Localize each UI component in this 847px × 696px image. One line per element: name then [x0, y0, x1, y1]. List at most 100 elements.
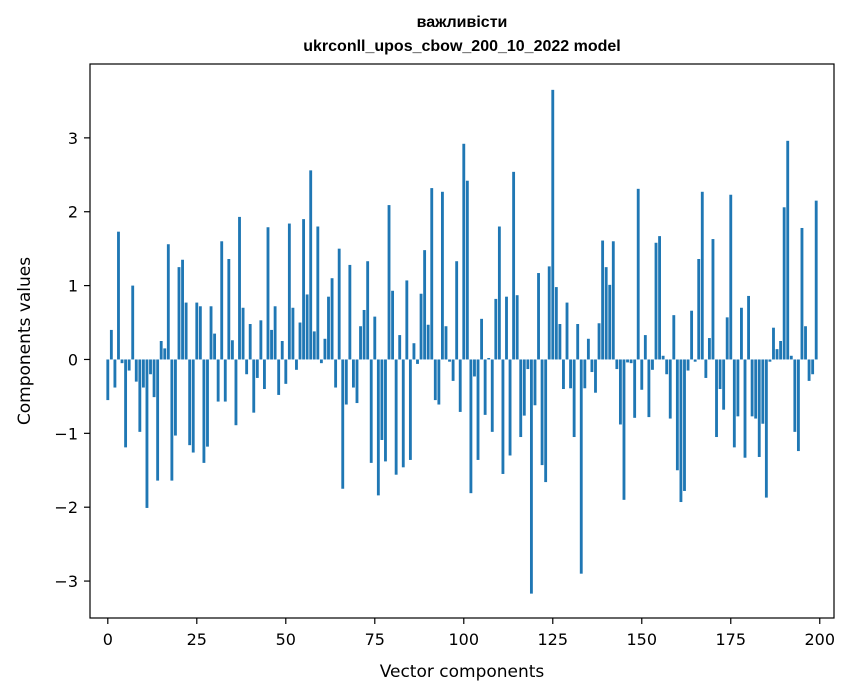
bar-43 — [259, 320, 263, 360]
bar-170 — [711, 239, 715, 360]
bar-19 — [174, 359, 177, 436]
bar-32 — [220, 241, 224, 360]
bar-89 — [423, 250, 427, 360]
bar-42 — [255, 359, 259, 378]
bar-125 — [551, 89, 555, 360]
bar-149 — [636, 188, 640, 360]
y-tick-label-1: 1 — [68, 277, 78, 296]
bar-34 — [227, 259, 231, 360]
bar-35 — [230, 340, 234, 360]
bar-18 — [170, 359, 174, 481]
bar-144 — [618, 359, 622, 425]
bar-106 — [483, 359, 487, 415]
bar-55 — [302, 219, 306, 360]
bar-33 — [223, 359, 227, 402]
bar-178 — [740, 307, 743, 360]
bar-8 — [134, 359, 138, 382]
bar-133 — [579, 359, 583, 574]
bar-185 — [764, 359, 768, 498]
bar-189 — [779, 341, 783, 360]
bar-99 — [458, 359, 462, 412]
bar-57 — [309, 170, 313, 360]
bar-92 — [433, 359, 437, 401]
bar-24 — [191, 359, 195, 453]
bar-154 — [654, 242, 658, 360]
bar-75 — [373, 316, 377, 360]
bar-184 — [761, 359, 765, 424]
bar-141 — [608, 284, 612, 360]
bar-31 — [216, 359, 220, 402]
chart-subtitle: ukrconll_upos_cbow_200_10_2022 model — [303, 38, 620, 55]
bar-176 — [732, 359, 736, 448]
bar-192 — [789, 355, 793, 360]
bar-90 — [426, 324, 430, 360]
bar-50 — [284, 359, 288, 384]
bar-124 — [547, 266, 551, 360]
bar-21 — [181, 259, 184, 360]
bar-157 — [665, 359, 669, 375]
bar-94 — [441, 191, 444, 360]
bar-58 — [312, 331, 316, 360]
bar-65 — [337, 248, 341, 360]
bar-116 — [519, 359, 523, 438]
bar-129 — [565, 302, 569, 360]
bar-53 — [295, 359, 298, 370]
bar-132 — [576, 324, 580, 360]
bar-97 — [451, 359, 455, 381]
bar-175 — [729, 194, 733, 360]
bar-105 — [480, 318, 484, 360]
bar-49 — [280, 341, 284, 360]
bar-145 — [622, 359, 626, 500]
bar-51 — [287, 223, 291, 360]
bar-171 — [715, 359, 718, 438]
bar-199 — [814, 200, 818, 360]
bar-148 — [633, 359, 637, 418]
bar-73 — [366, 261, 370, 360]
bar-119 — [529, 359, 533, 594]
bar-17 — [166, 244, 170, 360]
bar-40 — [248, 324, 252, 360]
bar-91 — [430, 188, 434, 360]
bar-126 — [554, 287, 558, 360]
bar-69 — [352, 359, 355, 388]
bar-63 — [330, 278, 334, 360]
x-tick-label-50: 50 — [276, 630, 296, 649]
bar-158 — [668, 359, 672, 419]
bar-46 — [270, 329, 273, 360]
bar-10 — [141, 359, 145, 388]
bar-84 — [405, 280, 409, 360]
bar-179 — [743, 359, 747, 458]
bar-6 — [127, 359, 131, 371]
bar-150 — [640, 359, 644, 390]
bar-71 — [359, 326, 362, 360]
bar-25 — [195, 302, 199, 360]
bar-121 — [537, 273, 540, 360]
bar-173 — [722, 359, 726, 410]
bar-0 — [106, 359, 110, 401]
bar-115 — [515, 295, 519, 360]
bar-82 — [398, 335, 402, 360]
bar-134 — [583, 359, 587, 389]
x-tick-label-0: 0 — [103, 630, 113, 649]
bar-79 — [387, 205, 391, 360]
bar-26 — [198, 306, 202, 360]
x-tick-label-175: 175 — [715, 630, 746, 649]
x-tick-label-100: 100 — [449, 630, 480, 649]
bar-38 — [241, 307, 245, 360]
y-tick-label-2: 2 — [68, 203, 78, 222]
bar-1 — [109, 329, 113, 360]
bar-87 — [416, 359, 419, 364]
bar-86 — [412, 343, 416, 360]
bar-37 — [238, 216, 241, 360]
x-tick-label-200: 200 — [804, 630, 835, 649]
bar-137 — [594, 359, 597, 393]
bar-168 — [704, 359, 708, 378]
bar-11 — [145, 359, 149, 508]
bar-62 — [327, 296, 330, 360]
bar-159 — [672, 315, 676, 360]
bar-88 — [419, 293, 423, 360]
bar-29 — [209, 306, 213, 360]
bar-109 — [494, 298, 498, 360]
bar-174 — [725, 317, 729, 360]
bar-56 — [305, 294, 309, 360]
